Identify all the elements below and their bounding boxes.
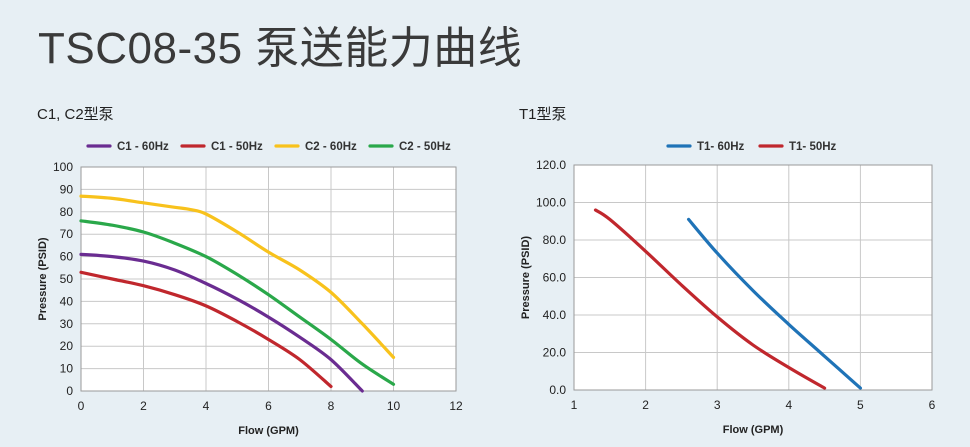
- legend-label-t1-50hz: T1- 50Hz: [789, 141, 837, 153]
- x-tick-label: 10: [387, 399, 401, 413]
- c1-c2-pump-chart: 0 10 20 30 40 50 60 70 80 90 100 0 2 4 6 8 10 12 Flow (GPM…: [37, 141, 463, 437]
- y-tick-label: 20.0: [543, 346, 567, 360]
- x-tick-label: 4: [203, 399, 210, 413]
- y-tick-label: 20: [60, 339, 74, 353]
- x-tick-label: 6: [929, 398, 936, 412]
- legend-label-c1-60hz: C1 - 60Hz: [117, 141, 169, 153]
- y-tick-label: 0: [66, 384, 73, 398]
- x-tick-label: 12: [449, 399, 463, 413]
- y-tick-label: 0.0: [549, 383, 566, 397]
- x-tick-label: 2: [140, 399, 147, 413]
- series-line-c2-60hz: [79, 194, 396, 359]
- legend-label-c1-50hz: C1 - 50Hz: [211, 141, 263, 153]
- page-title: TSC08-35 泵送能力曲线: [38, 24, 523, 73]
- x-tick-label: 2: [642, 398, 649, 412]
- series-line-t1-60hz: [687, 217, 862, 390]
- y-tick-label: 100.0: [536, 196, 566, 210]
- y-tick-label: 40.0: [543, 308, 567, 322]
- series-line-c2-50hz: [79, 219, 396, 386]
- y-tick-label: 90: [60, 182, 74, 196]
- series-line-c1-60hz: [79, 252, 364, 393]
- right-chart-title: T1型泵: [519, 106, 567, 123]
- x-axis-label: Flow (GPM): [723, 424, 784, 436]
- y-tick-label: 10: [60, 362, 74, 376]
- t1-pump-chart: 0.0 20.0 40.0 60.0 80.0 100.0 120.0 1 2 3 4 5 6 Flow …: [520, 141, 936, 436]
- y-axis-label: Pressure (PSID): [520, 236, 532, 319]
- y-tick-label: 100: [53, 160, 73, 174]
- x-tick-label: 3: [714, 398, 721, 412]
- y-tick-label: 80.0: [543, 233, 567, 247]
- y-tick-label: 30: [60, 317, 74, 331]
- x-tick-label: 1: [571, 398, 578, 412]
- plot-frame: [80, 166, 457, 392]
- series-line-c1-50hz: [79, 270, 333, 389]
- left-chart-title: C1, C2型泵: [37, 106, 114, 123]
- y-tick-label: 120.0: [536, 158, 566, 172]
- legend-label-c2-50hz: C2 - 50Hz: [399, 141, 451, 153]
- y-tick-label: 60.0: [543, 271, 567, 285]
- series-line-t1-50hz: [593, 208, 827, 390]
- x-tick-label: 6: [265, 399, 272, 413]
- y-tick-label: 80: [60, 205, 74, 219]
- x-tick-label: 5: [857, 398, 864, 412]
- plot-frame: [573, 164, 933, 391]
- y-axis-label: Pressure (PSID): [37, 237, 49, 320]
- legend-label-t1-60hz: T1- 60Hz: [697, 141, 745, 153]
- x-tick-label: 0: [78, 399, 85, 413]
- x-tick-label: 8: [328, 399, 335, 413]
- x-tick-label: 4: [785, 398, 792, 412]
- legend-label-c2-60hz: C2 - 60Hz: [305, 141, 357, 153]
- x-axis-label: Flow (GPM): [238, 425, 299, 437]
- y-tick-label: 40: [60, 294, 74, 308]
- y-tick-label: 70: [60, 227, 74, 241]
- y-tick-label: 50: [60, 272, 74, 286]
- y-tick-label: 60: [60, 250, 74, 264]
